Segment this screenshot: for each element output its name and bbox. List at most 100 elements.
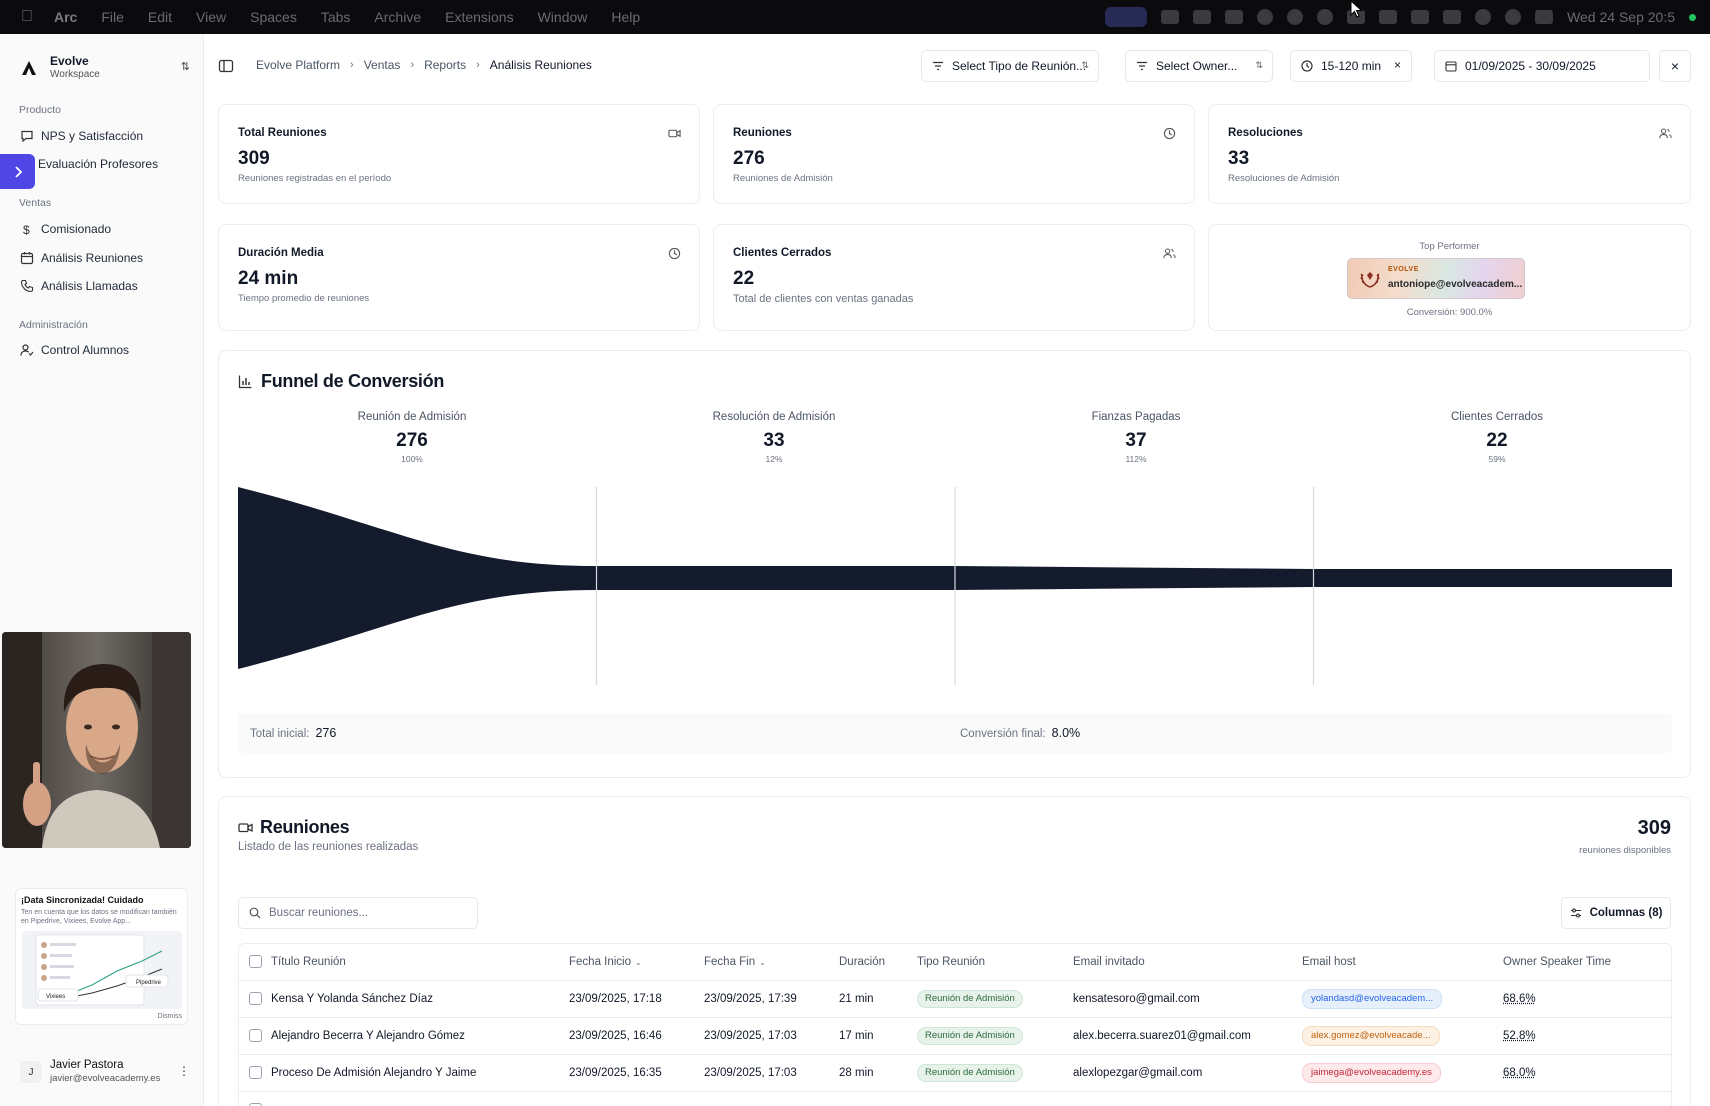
stage-percent: 59% (1377, 454, 1617, 464)
battery-icon[interactable] (1443, 10, 1461, 24)
mouse-cursor-icon (1350, 0, 1364, 18)
sidebar-item-analisis-reuniones[interactable]: Análisis Reuniones (20, 247, 143, 269)
table-row[interactable]: Proceso De Admisión Alejandro Y Jaime 23… (239, 1055, 1671, 1092)
stage-label: Resolución de Admisión (654, 411, 894, 423)
funnel-stage: Clientes Cerrados 22 59% (1377, 411, 1617, 464)
close-icon: × (1671, 58, 1679, 74)
tray-app-icon[interactable] (1411, 10, 1429, 24)
clear-duration-icon[interactable]: × (1394, 58, 1401, 72)
sidebar-item-label: NPS y Satisfacción (41, 129, 143, 143)
tray-app-icon[interactable] (1193, 10, 1211, 24)
cell-end: 23/09/2025, 17:03 (704, 1018, 797, 1054)
svg-text:Vixiees: Vixiees (46, 994, 65, 1000)
meetings-card: Reuniones Listado de las reuniones reali… (218, 796, 1691, 1106)
column-header-title[interactable]: Título Reunión (271, 944, 346, 980)
sidebar: Evolve Workspace ⇅ Producto NPS y Satisf… (0, 34, 204, 1106)
table-row[interactable]: Kensa Y Yolanda Sánchez Díaz 23/09/2025,… (239, 981, 1671, 1018)
column-header-host[interactable]: Email host (1302, 944, 1356, 980)
menu-app-arc[interactable]: Arc (54, 9, 77, 25)
user-menu[interactable]: J Javier Pastora javier@evolveacademy.es… (20, 1054, 190, 1090)
cell-title: Kensa Y Yolanda Sánchez Díaz (271, 981, 433, 1017)
conversion-final-value: 8.0% (1052, 726, 1081, 740)
workspace-switcher[interactable]: Evolve Workspace ⇅ (14, 48, 190, 88)
date-range-picker[interactable]: 01/09/2025 - 30/09/2025 (1434, 50, 1650, 82)
duration-value: 15-120 min (1321, 59, 1381, 73)
menu-window[interactable]: Window (538, 9, 588, 25)
table-row[interactable] (239, 1092, 1671, 1106)
wifi-icon[interactable] (1475, 9, 1491, 25)
screen-record-icon[interactable] (1105, 7, 1147, 27)
row-checkbox[interactable] (249, 992, 262, 1005)
status-dot (1689, 14, 1696, 21)
spotlight-search-icon[interactable] (1505, 9, 1521, 25)
tray-app-icon[interactable] (1161, 10, 1179, 24)
top-performer-badge[interactable]: EVOLVE antoniope@evolveacadem... (1347, 258, 1525, 299)
tray-app-icon[interactable] (1225, 10, 1243, 24)
column-header-duration[interactable]: Duración (839, 944, 885, 980)
column-header-email[interactable]: Email invitado (1073, 944, 1145, 980)
menu-file[interactable]: File (101, 9, 124, 25)
column-header-start[interactable]: Fecha Inicio ⌄ (569, 944, 642, 980)
owner-select[interactable]: Select Owner... ⇅ (1125, 50, 1273, 82)
menubar-clock[interactable]: Wed 24 Sep 20:5 (1567, 9, 1675, 25)
clock-icon (668, 247, 681, 260)
control-center-icon[interactable] (1535, 10, 1553, 24)
sidebar-toggle-icon[interactable] (218, 58, 234, 74)
menu-help[interactable]: Help (611, 9, 640, 25)
user-email: javier@evolveacademy.es (50, 1072, 160, 1085)
tipo-reunion-select[interactable]: Select Tipo de Reunión... ⇅ (921, 50, 1099, 82)
menu-extensions[interactable]: Extensions (445, 9, 513, 25)
kpi-value: 309 (238, 148, 270, 170)
more-vertical-icon[interactable]: ⋮ (178, 1064, 190, 1078)
sidebar-expand-button[interactable] (0, 154, 35, 189)
phone-icon (20, 279, 34, 293)
select-all-checkbox[interactable] (249, 955, 262, 968)
breadcrumb-item[interactable]: Evolve Platform (256, 58, 340, 72)
row-checkbox[interactable] (249, 1066, 262, 1079)
sidebar-item-comisionado[interactable]: $ Comisionado (20, 218, 111, 240)
duration-filter[interactable]: 15-120 min × (1290, 50, 1412, 82)
menu-view[interactable]: View (196, 9, 226, 25)
cell-title: Alejandro Becerra Y Alejandro Gómez (271, 1018, 465, 1054)
breadcrumb-item[interactable]: Reports (424, 58, 466, 72)
columns-button[interactable]: Columnas (8) (1561, 897, 1671, 929)
kpi-resoluciones: Resoluciones 33 Resoluciones de Admisión (1208, 104, 1691, 204)
tray-app-icon[interactable] (1379, 10, 1397, 24)
sidebar-item-control-alumnos[interactable]: Control Alumnos (20, 339, 129, 361)
menu-tabs[interactable]: Tabs (321, 9, 351, 25)
meetings-table: Título Reunión Fecha Inicio ⌄ Fecha Fin ⌄ … (238, 943, 1672, 1106)
meetings-title: Reuniones (238, 817, 349, 838)
clear-filters-button[interactable]: × (1659, 50, 1691, 82)
kpi-label: Reuniones (733, 127, 792, 139)
column-header-end[interactable]: Fecha Fin ⌄ (704, 944, 766, 980)
tray-app-icon[interactable] (1257, 9, 1273, 25)
dismiss-link[interactable]: Dismiss (158, 1013, 183, 1020)
top-performer-card: Top Performer EVOLVE antoniope@evolveaca… (1208, 224, 1691, 331)
breadcrumb-item[interactable]: Ventas (364, 58, 401, 72)
tray-app-icon[interactable] (1317, 9, 1333, 25)
funnel-stage: Reunión de Admisión 276 100% (292, 411, 532, 464)
row-checkbox[interactable] (249, 1029, 262, 1042)
cell-title: Proceso De Admisión Alejandro Y Jaime (271, 1055, 476, 1091)
column-header-type[interactable]: Tipo Reunión (917, 944, 985, 980)
chevron-right-icon (11, 165, 25, 179)
svg-text:Pipedrive: Pipedrive (136, 980, 162, 986)
sidebar-item-label: Comisionado (41, 222, 111, 236)
menu-edit[interactable]: Edit (148, 9, 172, 25)
column-header-speaker-time[interactable]: Owner Speaker Time (1503, 944, 1611, 980)
table-row[interactable]: Alejandro Becerra Y Alejandro Gómez 23/0… (239, 1018, 1671, 1055)
tray-app-icon[interactable] (1287, 9, 1303, 25)
funnel-summary: Total inicial: 276 Conversión final: 8.0% (238, 713, 1672, 753)
tipo-reunion-value: Select Tipo de Reunión... (952, 59, 1086, 73)
sidebar-item-nps[interactable]: NPS y Satisfacción (20, 125, 143, 147)
sidebar-item-evaluacion[interactable]: Evaluación Profesores (38, 153, 158, 175)
search-input[interactable] (269, 907, 469, 919)
menu-spaces[interactable]: Spaces (250, 9, 297, 25)
sidebar-item-analisis-llamadas[interactable]: Análisis Llamadas (20, 275, 138, 297)
apple-menu-icon[interactable]:  (0, 8, 54, 26)
menu-archive[interactable]: Archive (374, 9, 421, 25)
total-inicial-label: Total inicial: (250, 728, 309, 740)
cell-start: 23/09/2025, 17:18 (569, 981, 662, 1017)
top-performer-email: antoniope@evolveacadem... (1388, 279, 1522, 290)
promo-preview-image: Pipedrive Vixiees (22, 931, 182, 1009)
